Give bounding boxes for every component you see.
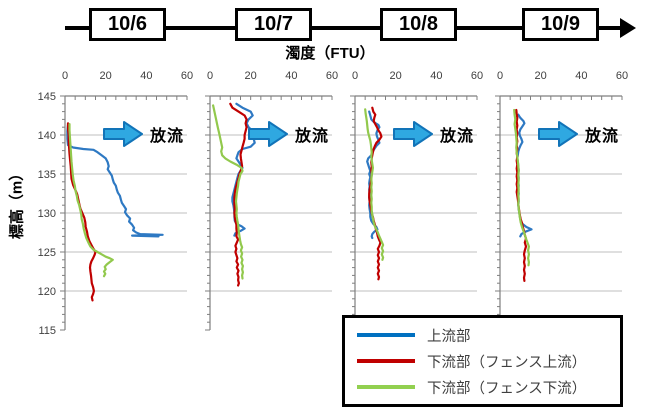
x-tick-label: 20 [245, 70, 257, 82]
timeline-date-label: 10/9 [541, 13, 580, 35]
legend-swatch-downstream-fence-downstream [357, 385, 415, 389]
legend-swatch-downstream-fence-upstream [357, 359, 415, 363]
x-tick-label: 0 [497, 70, 503, 82]
timeline-line [65, 26, 625, 30]
x-tick-label: 40 [575, 70, 587, 82]
discharge-label: 放流 [150, 128, 185, 145]
y-tick-label: 135 [38, 169, 56, 181]
x-tick-label: 0 [352, 70, 358, 82]
x-tick-label: 60 [326, 70, 338, 82]
series-line-2-10/6 [68, 122, 114, 278]
legend-item-downstream-fence-upstream: 下流部（フェンス上流） [357, 349, 614, 373]
timeline-date-box: 10/9 [522, 8, 599, 41]
timeline-date-box: 10/8 [380, 8, 457, 41]
chart-panel-10/6: 0 20 40 60 145 140 135 130 125 120 115 [38, 70, 193, 337]
timeline-arrow-icon [620, 18, 636, 38]
x-tick-label: 20 [100, 70, 112, 82]
discharge-label: 放流 [295, 128, 330, 145]
x-tick-label: 40 [430, 70, 442, 82]
legend-label: 下流部（フェンス上流） [427, 354, 587, 371]
discharge-arrow-icon [248, 121, 288, 147]
legend-item-downstream-fence-downstream: 下流部（フェンス下流） [357, 375, 614, 399]
discharge-arrow-icon [103, 121, 143, 147]
profile-charts: 0 20 40 60 145 140 135 130 125 120 115 0 20 40 60 0 20 40… [38, 70, 628, 337]
x-tick-label: 60 [181, 70, 193, 82]
timeline-date-box: 10/7 [235, 8, 312, 41]
series-line-1-10/6 [66, 122, 97, 302]
y-tick-label: 125 [38, 247, 56, 259]
discharge-annotation: 放流 [103, 119, 184, 149]
legend-label: 下流部（フェンス下流） [427, 380, 587, 397]
series-line-2-10/9 [513, 108, 531, 267]
y-tick-label: 115 [38, 325, 56, 337]
legend: 上流部 下流部（フェンス上流） 下流部（フェンス下流） [342, 315, 623, 407]
x-axis-title: 濁度（FTU） [285, 45, 375, 62]
discharge-arrow-icon [538, 121, 578, 147]
x-tick-label: 0 [207, 70, 213, 82]
y-tick-label: 140 [38, 130, 56, 142]
x-tick-label: 40 [140, 70, 152, 82]
x-tick-label: 20 [535, 70, 547, 82]
x-tick-label: 60 [616, 70, 628, 82]
chart-panel-10/7: 0 20 40 60 [205, 70, 338, 331]
x-tick-label: 40 [285, 70, 297, 82]
x-tick-label: 20 [390, 70, 402, 82]
legend-item-upstream: 上流部 [357, 323, 614, 347]
discharge-arrow-icon [393, 121, 433, 147]
series-line-2-10/8 [364, 108, 385, 261]
legend-label: 上流部 [427, 328, 471, 345]
legend-swatch-upstream [357, 333, 415, 337]
y-tick-label: 120 [38, 286, 56, 298]
discharge-label: 放流 [585, 128, 620, 145]
chart-panel-10/8: 0 20 40 60 [350, 70, 483, 331]
y-tick-label: 130 [38, 208, 56, 220]
series-line-1-10/7 [229, 102, 248, 287]
timeline-date-label: 10/8 [399, 13, 438, 35]
series-line-0-10/6 [66, 123, 164, 238]
x-tick-label: 60 [471, 70, 483, 82]
discharge-annotation: 放流 [538, 119, 619, 149]
timeline-date-label: 10/6 [108, 13, 147, 35]
timeline-date-label: 10/7 [254, 13, 293, 35]
series-line-2-10/7 [212, 104, 244, 280]
series-line-0-10/8 [366, 110, 381, 240]
timeline-date-box: 10/6 [89, 8, 166, 41]
discharge-annotation: 放流 [393, 119, 474, 149]
y-tick-label: 145 [38, 91, 56, 103]
discharge-label: 放流 [440, 128, 475, 145]
discharge-annotation: 放流 [248, 119, 329, 149]
chart-panel-10/9: 0 20 40 60 [495, 70, 628, 331]
series-line-1-10/8 [368, 106, 383, 281]
x-tick-label: 0 [62, 70, 68, 82]
